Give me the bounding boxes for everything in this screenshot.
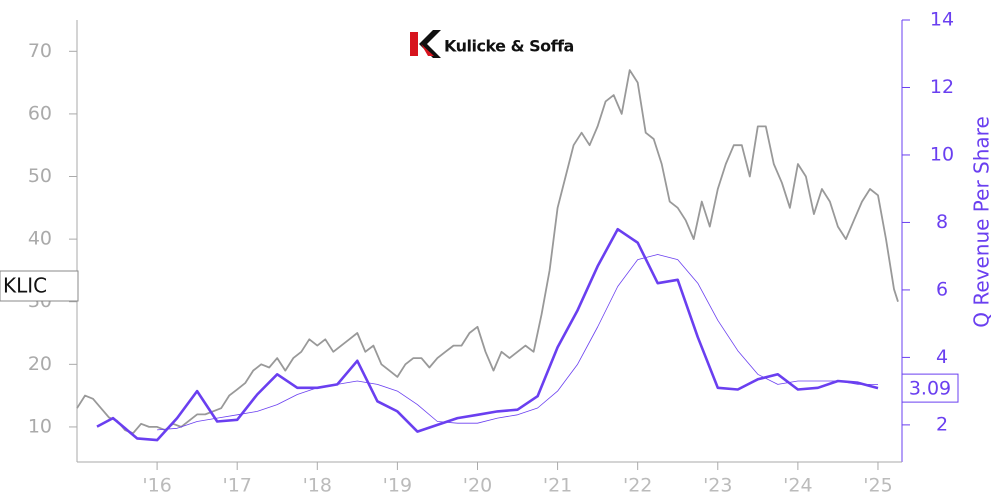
y2-tick-label: 8 xyxy=(936,211,948,233)
y2-tick-label: 4 xyxy=(936,346,948,368)
x-tick-label: '23 xyxy=(703,475,732,497)
x-tick-label: '21 xyxy=(543,475,572,497)
y-tick-label: 70 xyxy=(28,40,52,62)
y-tick-label: 60 xyxy=(28,102,52,124)
y2-axis-label: Q Revenue Per Share xyxy=(970,116,994,328)
x-tick-label: '16 xyxy=(142,475,171,497)
y-tick-label: 40 xyxy=(28,228,52,250)
y2-tick-label: 2 xyxy=(936,413,948,435)
y2-tick-label: 12 xyxy=(930,76,954,98)
x-tick-label: '25 xyxy=(863,475,892,497)
last-value-tag: 3.09 xyxy=(901,373,959,403)
y2-tick-label: 14 xyxy=(930,9,954,31)
logo-icon xyxy=(410,32,418,56)
last-value-label: 3.09 xyxy=(909,378,951,400)
logo: Kulicke & Soffa xyxy=(410,30,574,58)
x-tick-label: '17 xyxy=(222,475,251,497)
y-tick-label: 10 xyxy=(28,415,52,437)
x-tick-label: '19 xyxy=(383,475,412,497)
y-tick-label: 20 xyxy=(28,353,52,375)
series-tag: KLIC xyxy=(0,270,79,302)
tag-label: KLIC xyxy=(3,274,47,298)
tag-box xyxy=(901,373,959,403)
y-tick-label: 50 xyxy=(28,165,52,187)
series-line xyxy=(96,227,879,442)
series-line xyxy=(157,254,878,431)
x-tick-label: '24 xyxy=(783,475,812,497)
logo-icon xyxy=(421,44,434,56)
tag-box xyxy=(0,270,79,302)
x-tick-label: '22 xyxy=(623,475,652,497)
x-tick-label: '18 xyxy=(303,475,332,497)
series-line xyxy=(76,69,899,435)
y2-tick-label: 10 xyxy=(930,143,954,165)
x-tick-label: '20 xyxy=(463,475,492,497)
logo-text: Kulicke & Soffa xyxy=(444,37,574,56)
y2-tick-label: 6 xyxy=(936,278,948,300)
